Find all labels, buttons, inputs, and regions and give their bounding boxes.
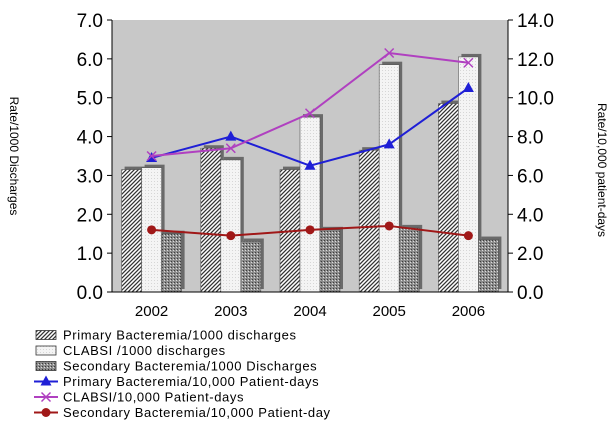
- point-primary-bacteremia-10-000-patient-days-2005: [383, 138, 395, 149]
- right-tick-label: 12.0: [517, 50, 554, 71]
- right-tick-label: 8.0: [517, 128, 543, 149]
- left-tick-label: 6.0: [77, 50, 103, 71]
- point-clabsi-10-000-patient-days-2006: [463, 57, 474, 68]
- point-primary-bacteremia-10-000-patient-days-2006: [462, 82, 474, 92]
- bar-primary-bacteremia-1000-discharges-2002: [121, 169, 142, 293]
- bar-clabsi-1000-discharges-2005: [378, 64, 400, 293]
- legend-secondary-bacteremia-1000-discharges-label: Secondary Bacteremia/1000 Discharges: [63, 359, 317, 374]
- legend-clabsi-1000-discharges-label: CLABSI /1000 discharges: [63, 343, 226, 358]
- point-secondary-bacteremia-10-000-patient-day-2004: [305, 225, 315, 235]
- legend-clabsi-1000-discharges-swatch: [35, 345, 57, 356]
- legend-secondary-bacteremia-10-000-patient-day-label: Secondary Bacteremia/10,000 Patient-day: [63, 405, 331, 420]
- x-tick-label: 2002: [135, 303, 168, 320]
- line-group: [146, 47, 474, 241]
- bar-secondary-bacteremia-1000-discharges-2003: [240, 241, 262, 293]
- left-tick-label: 5.0: [77, 89, 103, 110]
- legend-primary-bacteremia-10-000-patient-days-label: Primary Bacteremia/10,000 Patient-days: [63, 374, 319, 389]
- bar-clabsi-1000-discharges-2004: [299, 116, 321, 293]
- legend-secondary-bacteremia-10-000-patient-day-swatch-marker: [41, 408, 51, 417]
- left-tick-label: 3.0: [77, 166, 103, 187]
- legend-clabsi-10-000-patient-days-swatch-marker: [40, 391, 52, 403]
- point-clabsi-10-000-patient-days-2003: [225, 143, 236, 154]
- axes-group: 0.0 1.0 2.0 3.0 4.0 5.0 6.0 7.0 0.0 2.0 4.0 6.0 8.0 1…: [77, 11, 554, 320]
- right-tick-label: 2.0: [517, 244, 543, 265]
- bar-primary-bacteremia-1000-discharges-2003: [200, 147, 222, 293]
- right-tick-label: 14.0: [517, 11, 554, 32]
- bar-group: [121, 53, 502, 293]
- right-tick-label: 0.0: [517, 283, 543, 304]
- left-tick-label: 1.0: [77, 244, 103, 265]
- right-tick-label: 4.0: [517, 205, 543, 226]
- bar-primary-bacteremia-1000-discharges-2005: [358, 149, 380, 293]
- point-clabsi-10-000-patient-days-2002: [146, 150, 157, 162]
- left-tick-label: 4.0: [77, 128, 103, 149]
- left-tick-label: 7.0: [77, 11, 103, 32]
- right-tick-label: 6.0: [517, 166, 543, 187]
- x-tick-label: 2005: [373, 303, 406, 320]
- legend-clabsi-10-000-patient-days-label: CLABSI/10,000 Patient-days: [63, 390, 244, 405]
- point-clabsi-10-000-patient-days-2004: [304, 108, 316, 119]
- point-secondary-bacteremia-10-000-patient-day-2006: [463, 231, 473, 241]
- bar-secondary-bacteremia-1000-discharges-2005: [398, 227, 420, 293]
- bar-secondary-bacteremia-1000-discharges-2004: [319, 229, 341, 293]
- point-secondary-bacteremia-10-000-patient-day-2005: [384, 221, 394, 231]
- x-tick-label: 2006: [452, 303, 485, 320]
- right-axis-title: Rate/10,000 patient-days: [595, 103, 609, 237]
- point-primary-bacteremia-10-000-patient-days-2004: [304, 159, 316, 170]
- right-tick-label: 10.0: [517, 89, 554, 110]
- x-tick-label: 2003: [214, 303, 247, 320]
- bar-clabsi-1000-discharges-2003: [220, 159, 242, 293]
- legend-secondary-bacteremia-1000-discharges-swatch: [35, 361, 57, 371]
- bar-secondary-bacteremia-1000-discharges-2002: [161, 233, 182, 293]
- legend-box: [24, 326, 612, 423]
- legend: Primary Bacteremia/1000 dischargesCLABSI…: [34, 328, 331, 420]
- legend-primary-bacteremia-10-000-patient-days-swatch-marker: [40, 375, 52, 386]
- bar-secondary-bacteremia-1000-discharges-2006: [478, 239, 499, 293]
- point-secondary-bacteremia-10-000-patient-day-2003: [226, 231, 236, 241]
- legend-primary-bacteremia-1000-discharges-swatch: [35, 330, 57, 340]
- x-tick-label: 2004: [293, 303, 326, 320]
- left-tick-label: 2.0: [77, 205, 103, 226]
- point-primary-bacteremia-10-000-patient-days-2003: [225, 130, 237, 141]
- left-axis-title: Rate/1000 Discharges: [7, 97, 21, 216]
- point-clabsi-10-000-patient-days-2005: [384, 47, 395, 59]
- legend-primary-bacteremia-1000-discharges-label: Primary Bacteremia/1000 discharges: [63, 328, 297, 343]
- point-secondary-bacteremia-10-000-patient-day-2002: [147, 225, 157, 235]
- bar-primary-bacteremia-1000-discharges-2006: [438, 103, 459, 293]
- left-tick-label: 0.0: [77, 283, 103, 304]
